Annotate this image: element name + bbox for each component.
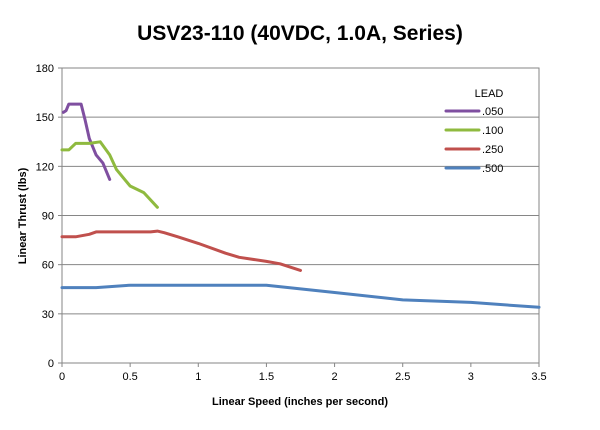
y-tick-label: 180	[36, 63, 54, 75]
y-tick-label: 30	[42, 309, 54, 321]
y-tick-label: 120	[36, 161, 54, 173]
y-tick-label: 60	[42, 260, 54, 272]
x-tick-label: 3.5	[531, 371, 546, 383]
y-tick-label: 150	[36, 112, 54, 124]
y-axis-label: Linear Thrust (lbs)	[17, 167, 29, 264]
x-tick-label: 1.5	[259, 371, 274, 383]
series-line-500	[60, 283, 541, 309]
tick-labels: 0 30 60 90 120 150 180 0 0.5 1 1.5 2 2.5 3 3.5	[36, 63, 547, 383]
series-line-100	[60, 140, 159, 209]
series-line-050	[61, 102, 112, 181]
x-tick-label: 0	[59, 371, 65, 383]
legend-title: LEAD	[475, 88, 504, 100]
legend-label: .100	[482, 125, 503, 137]
legend-items: .050 .100 .250 .500	[444, 106, 503, 175]
series-lines	[60, 102, 541, 309]
chart-title: USV23-110 (40VDC, 1.0A, Series)	[137, 22, 463, 45]
legend: LEAD .050 .100 .250 .500	[444, 88, 504, 175]
series-line-250	[60, 229, 302, 272]
x-tick-label: 0.5	[122, 371, 137, 383]
x-tick-label: 1	[195, 371, 201, 383]
grid-lines	[58, 67, 540, 367]
x-tick-label: 3	[468, 371, 474, 383]
y-tick-label: 0	[48, 358, 54, 370]
legend-label: .050	[482, 106, 503, 118]
x-tick-label: 2.5	[395, 371, 410, 383]
legend-label: .250	[482, 144, 503, 156]
legend-label: .500	[482, 163, 503, 175]
x-tick-label: 2	[332, 371, 338, 383]
x-axis-label: Linear Speed (inches per second)	[212, 396, 388, 408]
y-tick-label: 90	[42, 211, 54, 223]
